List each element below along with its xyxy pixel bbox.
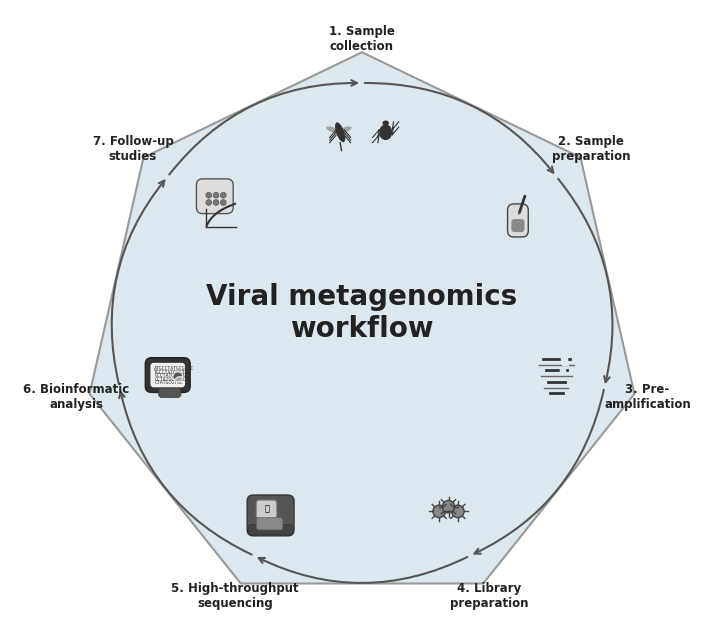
Text: 6. Bioinformatic
analysis: 6. Bioinformatic analysis bbox=[23, 383, 130, 411]
FancyBboxPatch shape bbox=[256, 518, 283, 530]
FancyBboxPatch shape bbox=[159, 388, 181, 398]
Circle shape bbox=[206, 200, 211, 205]
Text: 2. Sample
preparation: 2. Sample preparation bbox=[552, 135, 631, 163]
FancyBboxPatch shape bbox=[247, 495, 294, 536]
FancyBboxPatch shape bbox=[151, 363, 185, 387]
FancyBboxPatch shape bbox=[248, 525, 293, 535]
Wedge shape bbox=[174, 377, 182, 382]
Ellipse shape bbox=[518, 211, 520, 215]
Ellipse shape bbox=[326, 126, 339, 133]
Ellipse shape bbox=[335, 122, 345, 142]
Circle shape bbox=[452, 505, 464, 518]
Circle shape bbox=[213, 200, 219, 205]
Ellipse shape bbox=[340, 126, 352, 133]
FancyBboxPatch shape bbox=[196, 179, 233, 213]
Text: 🧬: 🧬 bbox=[265, 505, 270, 514]
Text: Viral metagenomics
workflow: Viral metagenomics workflow bbox=[206, 283, 518, 343]
Text: CTATGCGTGC: CTATGCGTGC bbox=[154, 380, 183, 385]
FancyBboxPatch shape bbox=[508, 204, 529, 237]
Circle shape bbox=[213, 192, 219, 198]
FancyBboxPatch shape bbox=[256, 500, 277, 518]
Polygon shape bbox=[90, 52, 634, 583]
Ellipse shape bbox=[379, 125, 392, 140]
FancyBboxPatch shape bbox=[511, 219, 524, 232]
Ellipse shape bbox=[382, 120, 389, 126]
Text: GCCTATGCGTGC: GCCTATGCGTGC bbox=[154, 373, 189, 378]
Circle shape bbox=[221, 192, 226, 198]
Text: 4. Library
preparation: 4. Library preparation bbox=[450, 582, 529, 610]
Text: TGCCTATGCGTGC: TGCCTATGCGTGC bbox=[154, 370, 192, 375]
Circle shape bbox=[206, 192, 211, 198]
Wedge shape bbox=[173, 372, 182, 380]
Text: 5. High-throughput
sequencing: 5. High-throughput sequencing bbox=[171, 582, 299, 610]
Text: 3. Pre-
amplification: 3. Pre- amplification bbox=[605, 383, 691, 411]
Text: CCTATGCGTGC: CCTATGCGTGC bbox=[154, 377, 186, 382]
Circle shape bbox=[221, 200, 226, 205]
Text: 1. Sample
collection: 1. Sample collection bbox=[329, 25, 395, 53]
Text: ATGCCTATGCGTGC: ATGCCTATGCGTGC bbox=[154, 366, 195, 371]
Circle shape bbox=[433, 505, 445, 518]
Text: 7. Follow-up
studies: 7. Follow-up studies bbox=[93, 135, 173, 163]
FancyBboxPatch shape bbox=[146, 357, 190, 393]
Circle shape bbox=[442, 500, 455, 513]
